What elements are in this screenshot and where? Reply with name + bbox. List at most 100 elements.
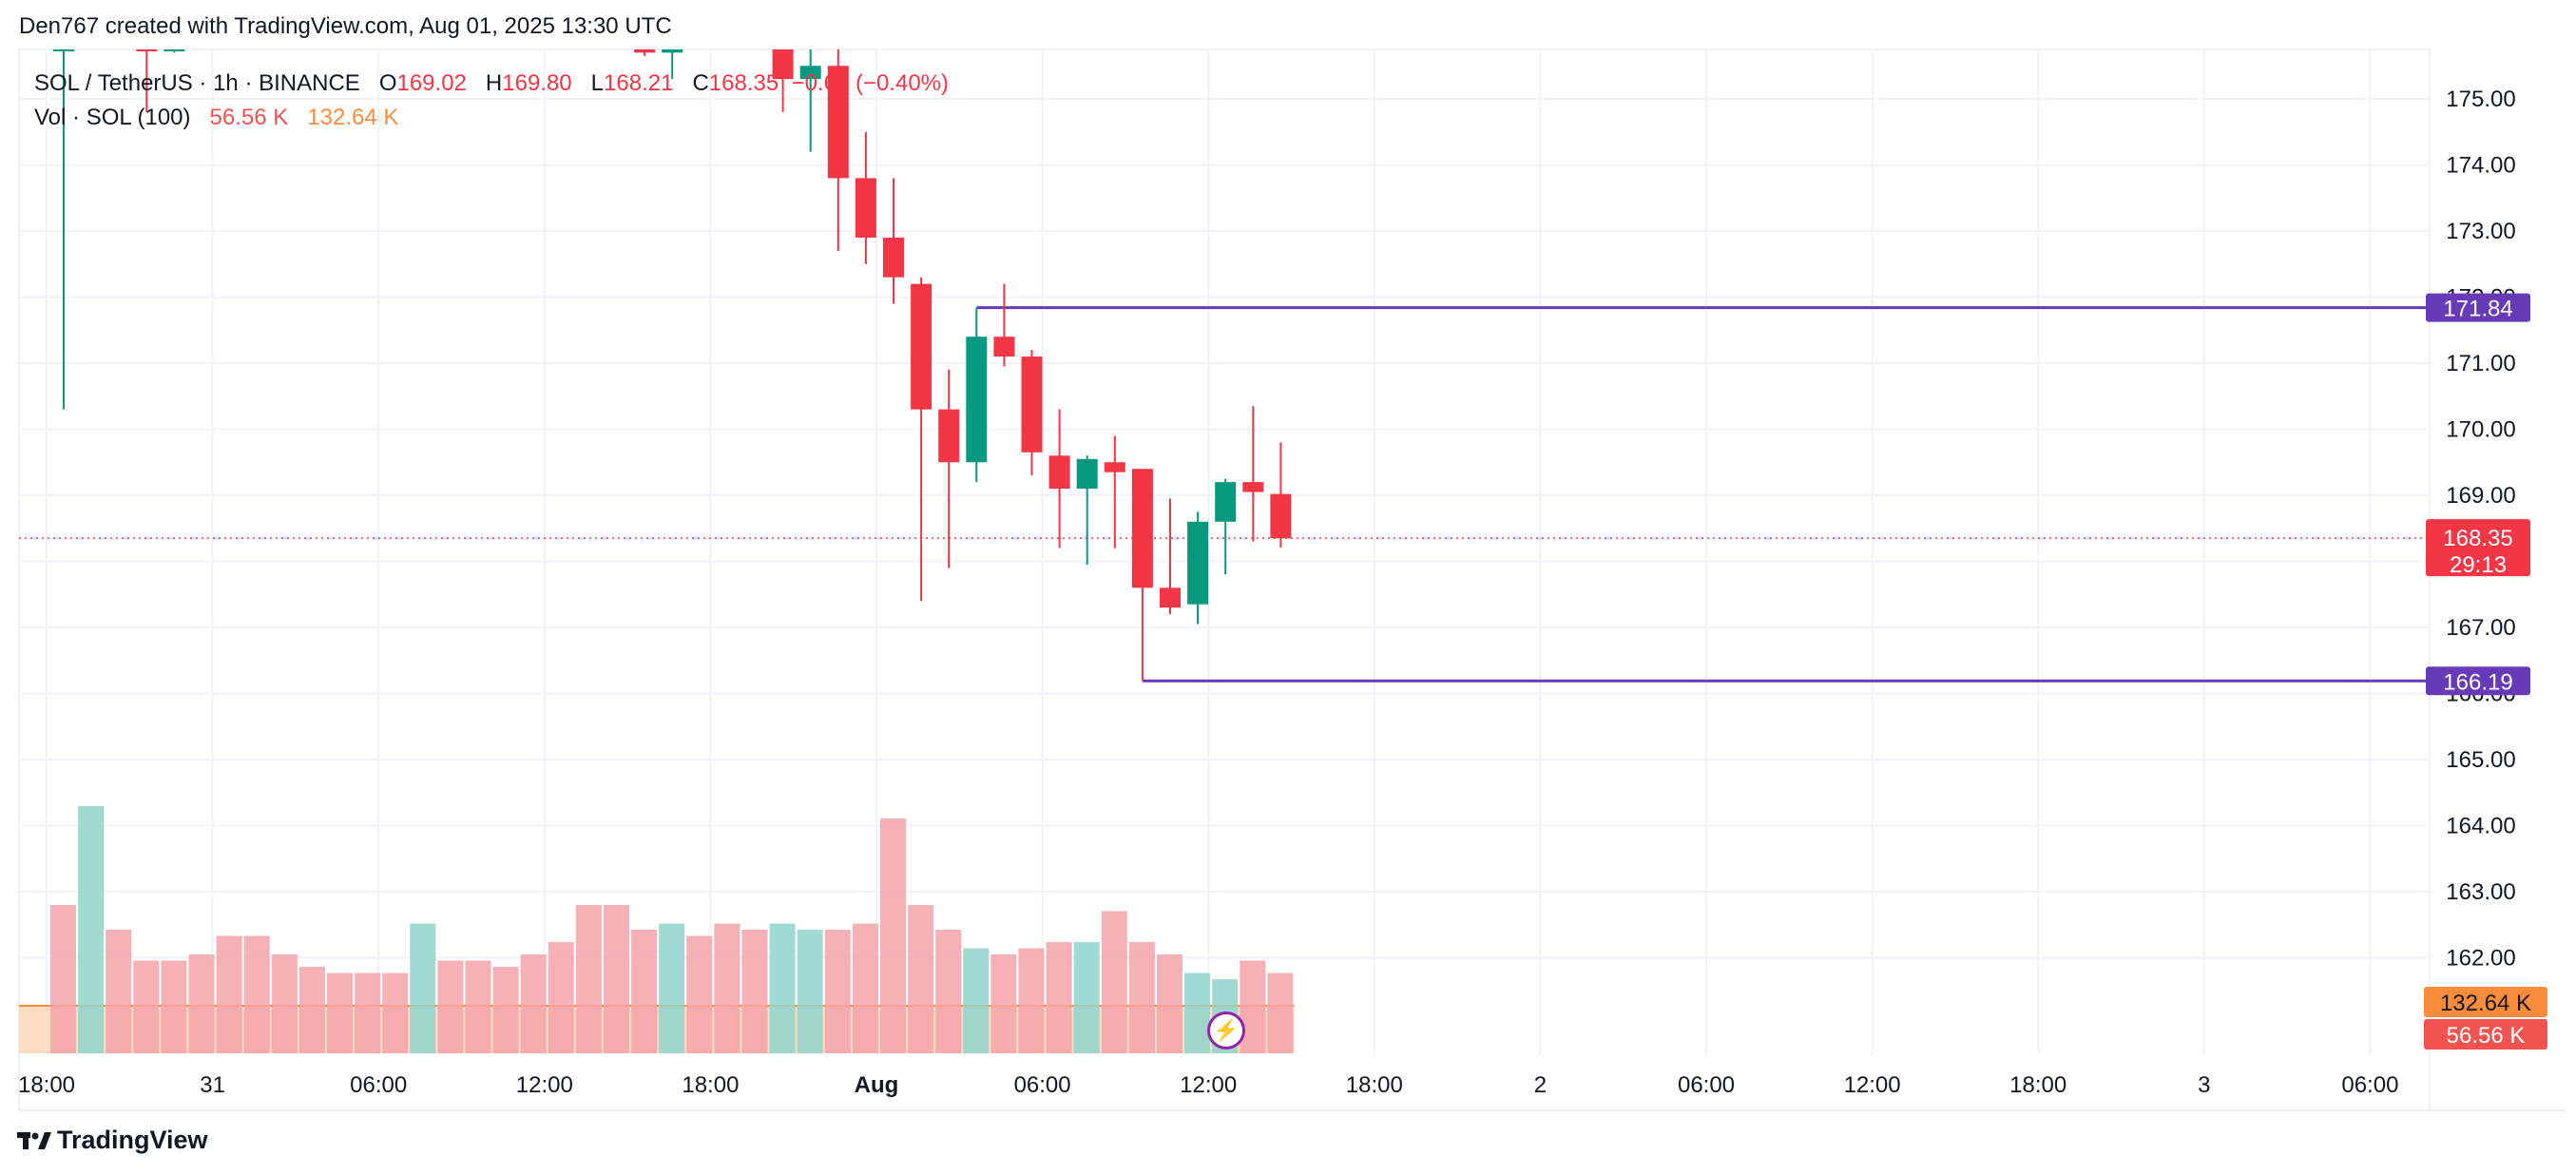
lightning-icon[interactable]: ⚡ bbox=[1207, 1011, 1245, 1050]
volume-bar bbox=[465, 960, 491, 1053]
candle-body bbox=[911, 283, 932, 410]
candle-body bbox=[1160, 588, 1181, 608]
y-tick-label: 164.00 bbox=[2446, 814, 2515, 839]
price-level-label: 166.19 bbox=[2443, 669, 2512, 695]
last-price-tag bbox=[2426, 519, 2530, 577]
x-tick-label: 18:00 bbox=[2009, 1072, 2067, 1098]
volume-bar bbox=[437, 960, 464, 1053]
candle-body bbox=[993, 337, 1015, 357]
legend-volume-label[interactable]: Vol · SOL (100) bbox=[34, 105, 191, 130]
legend-close-label: C bbox=[692, 70, 709, 96]
volume-bar bbox=[1046, 942, 1072, 1053]
candle-body bbox=[1131, 469, 1153, 588]
volume-bar bbox=[548, 942, 574, 1053]
tradingview-logo-icon bbox=[17, 1131, 51, 1149]
x-tick-label: 2 bbox=[1534, 1072, 1547, 1098]
candle-body bbox=[855, 178, 876, 238]
volume-bar bbox=[520, 954, 547, 1053]
volume-bar bbox=[714, 923, 740, 1053]
legend-low-label: L bbox=[590, 70, 605, 96]
volume-bar bbox=[824, 930, 851, 1053]
candle-body bbox=[799, 66, 821, 80]
volume-bar bbox=[880, 819, 906, 1053]
candle-body bbox=[1076, 458, 1098, 490]
legend-open-label: O bbox=[378, 70, 397, 96]
volume-bar bbox=[1101, 911, 1127, 1053]
volume-bar bbox=[1240, 960, 1266, 1053]
volume-bar bbox=[990, 954, 1017, 1053]
volume-bar bbox=[908, 905, 934, 1053]
y-tick-label: 167.00 bbox=[2446, 615, 2515, 641]
volume-bar bbox=[631, 930, 658, 1053]
candle-body bbox=[772, 49, 794, 80]
chart-frame bbox=[18, 48, 2431, 1111]
legend-close-value: 168.35 bbox=[708, 70, 779, 96]
volume-bar bbox=[1073, 942, 1100, 1053]
y-tick-label: 165.00 bbox=[2446, 747, 2515, 773]
volume-bar bbox=[686, 935, 713, 1053]
candle-body bbox=[1242, 482, 1264, 492]
volume-bar bbox=[382, 973, 409, 1053]
legend-high-label: H bbox=[485, 70, 503, 96]
y-tick-label: 171.00 bbox=[2446, 351, 2515, 376]
volume-bar bbox=[216, 935, 242, 1053]
legend-open-value: 169.02 bbox=[396, 70, 467, 96]
volume-bar bbox=[492, 967, 519, 1053]
volume-bar bbox=[106, 930, 132, 1053]
volume-bar bbox=[50, 905, 76, 1053]
legend-price-row: SOL / TetherUS · 1h · BINANCE O169.02 H1… bbox=[34, 67, 949, 101]
legend-symbol[interactable]: SOL / TetherUS · 1h · BINANCE bbox=[34, 70, 360, 96]
volume-bar bbox=[769, 923, 796, 1053]
volume-bar bbox=[188, 954, 215, 1053]
price-level-tag bbox=[2426, 666, 2530, 696]
volume-bar bbox=[1128, 942, 1155, 1053]
volume-bar bbox=[1018, 948, 1045, 1053]
x-tick-label: 3 bbox=[2198, 1072, 2210, 1098]
volume-last-tag-label: 56.56 K bbox=[2447, 1023, 2526, 1049]
candle-body bbox=[634, 49, 656, 53]
volume-bar bbox=[741, 930, 768, 1053]
x-tick-label: Aug bbox=[855, 1072, 899, 1098]
candle-body bbox=[1187, 521, 1209, 605]
candle-body bbox=[827, 66, 849, 179]
candle-body bbox=[1048, 455, 1070, 490]
x-tick-label: 18:00 bbox=[682, 1072, 739, 1098]
candle-body bbox=[1021, 356, 1043, 453]
volume-bar bbox=[1184, 973, 1211, 1053]
volume-bar bbox=[243, 935, 270, 1053]
volume-bar bbox=[271, 954, 298, 1053]
x-tick-label: 12:00 bbox=[1844, 1072, 1901, 1098]
legend-high-value: 169.80 bbox=[502, 70, 572, 96]
x-tick-label: 06:00 bbox=[1678, 1072, 1735, 1098]
candle-body bbox=[966, 337, 988, 463]
volume-bar bbox=[1157, 954, 1182, 1053]
price-level-label: 171.84 bbox=[2443, 297, 2512, 322]
price-level-tag bbox=[2426, 293, 2530, 322]
x-tick-label: 18:00 bbox=[1346, 1072, 1403, 1098]
volume-bar bbox=[298, 967, 325, 1053]
x-tick-label: 06:00 bbox=[2341, 1072, 2398, 1098]
x-tick-label: 12:00 bbox=[1180, 1072, 1237, 1098]
y-tick-label: 174.00 bbox=[2446, 153, 2515, 179]
legend-volume-ma: 132.64 K bbox=[307, 105, 399, 130]
volume-bar bbox=[963, 948, 990, 1053]
volume-bar bbox=[797, 930, 823, 1053]
candle-body bbox=[1104, 462, 1125, 472]
volume-bar bbox=[575, 905, 602, 1053]
chart-legend: SOL / TetherUS · 1h · BINANCE O169.02 H1… bbox=[34, 67, 949, 135]
volume-bar bbox=[410, 923, 436, 1053]
legend-volume-row: Vol · SOL (100) 56.56 K 132.64 K bbox=[34, 101, 949, 135]
y-tick-label: 170.00 bbox=[2446, 417, 2515, 443]
volume-ma-tag bbox=[2424, 987, 2547, 1017]
y-tick-label: 163.00 bbox=[2446, 879, 2515, 905]
candle-body bbox=[136, 49, 158, 51]
y-tick-label: 169.00 bbox=[2446, 483, 2515, 509]
candle-body bbox=[1215, 482, 1237, 522]
last-price-label: 168.35 bbox=[2443, 526, 2512, 551]
volume-bar bbox=[659, 923, 685, 1053]
x-tick-label: 12:00 bbox=[516, 1072, 573, 1098]
volume-bar bbox=[935, 930, 962, 1053]
y-tick-label: 173.00 bbox=[2446, 219, 2515, 244]
volume-bar bbox=[1267, 973, 1294, 1053]
